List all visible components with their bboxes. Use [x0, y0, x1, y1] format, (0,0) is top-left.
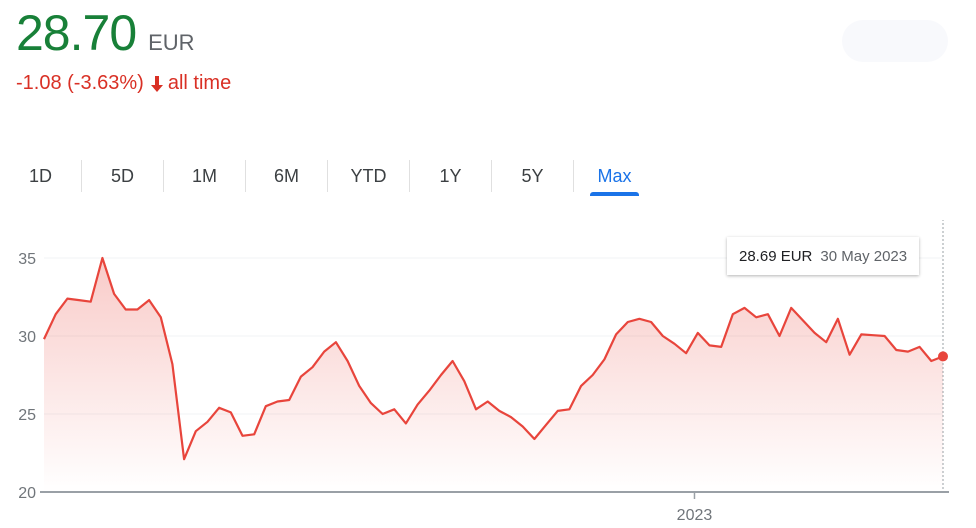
range-tabs: 1D 5D 1M 6M YTD 1Y 5Y Max [0, 160, 655, 196]
tab-6m[interactable]: 6M [245, 160, 327, 192]
change-value: -1.08 (-3.63%) [16, 72, 144, 94]
tab-ytd[interactable]: YTD [327, 160, 409, 192]
chart-tooltip: 28.69 EUR 30 May 2023 [727, 237, 920, 275]
arrow-down-icon [150, 75, 163, 92]
y-tick-label: 20 [18, 485, 36, 502]
price-line [43, 256, 944, 461]
current-price: 28.70 [16, 5, 137, 61]
tooltip-value: 28.69 EUR [739, 247, 813, 265]
area-fill [44, 258, 943, 492]
tooltip-date: 30 May 2023 [820, 247, 908, 265]
hover-point [938, 351, 948, 362]
x-tick-label: 2023 [677, 507, 713, 524]
y-tick-label: 35 [18, 251, 36, 268]
price-change: -1.08 (-3.63%) all time [16, 72, 231, 95]
tab-1m[interactable]: 1M [163, 160, 245, 192]
change-period: all time [167, 72, 232, 94]
tab-1d[interactable]: 1D [28, 166, 52, 186]
y-tick-label: 30 [18, 329, 36, 346]
tab-5d[interactable]: 5D [81, 160, 163, 192]
y-tick-label: 25 [18, 407, 36, 424]
tab-max[interactable]: Max [573, 160, 655, 196]
tab-1y[interactable]: 1Y [409, 160, 491, 192]
follow-button[interactable] [842, 20, 948, 62]
price-chart[interactable]: 20 25 30 35 2023 [0, 220, 976, 528]
tab-5y[interactable]: 5Y [491, 160, 573, 192]
currency: EUR [148, 30, 195, 55]
price-header: 28.70 EUR [16, 4, 195, 62]
